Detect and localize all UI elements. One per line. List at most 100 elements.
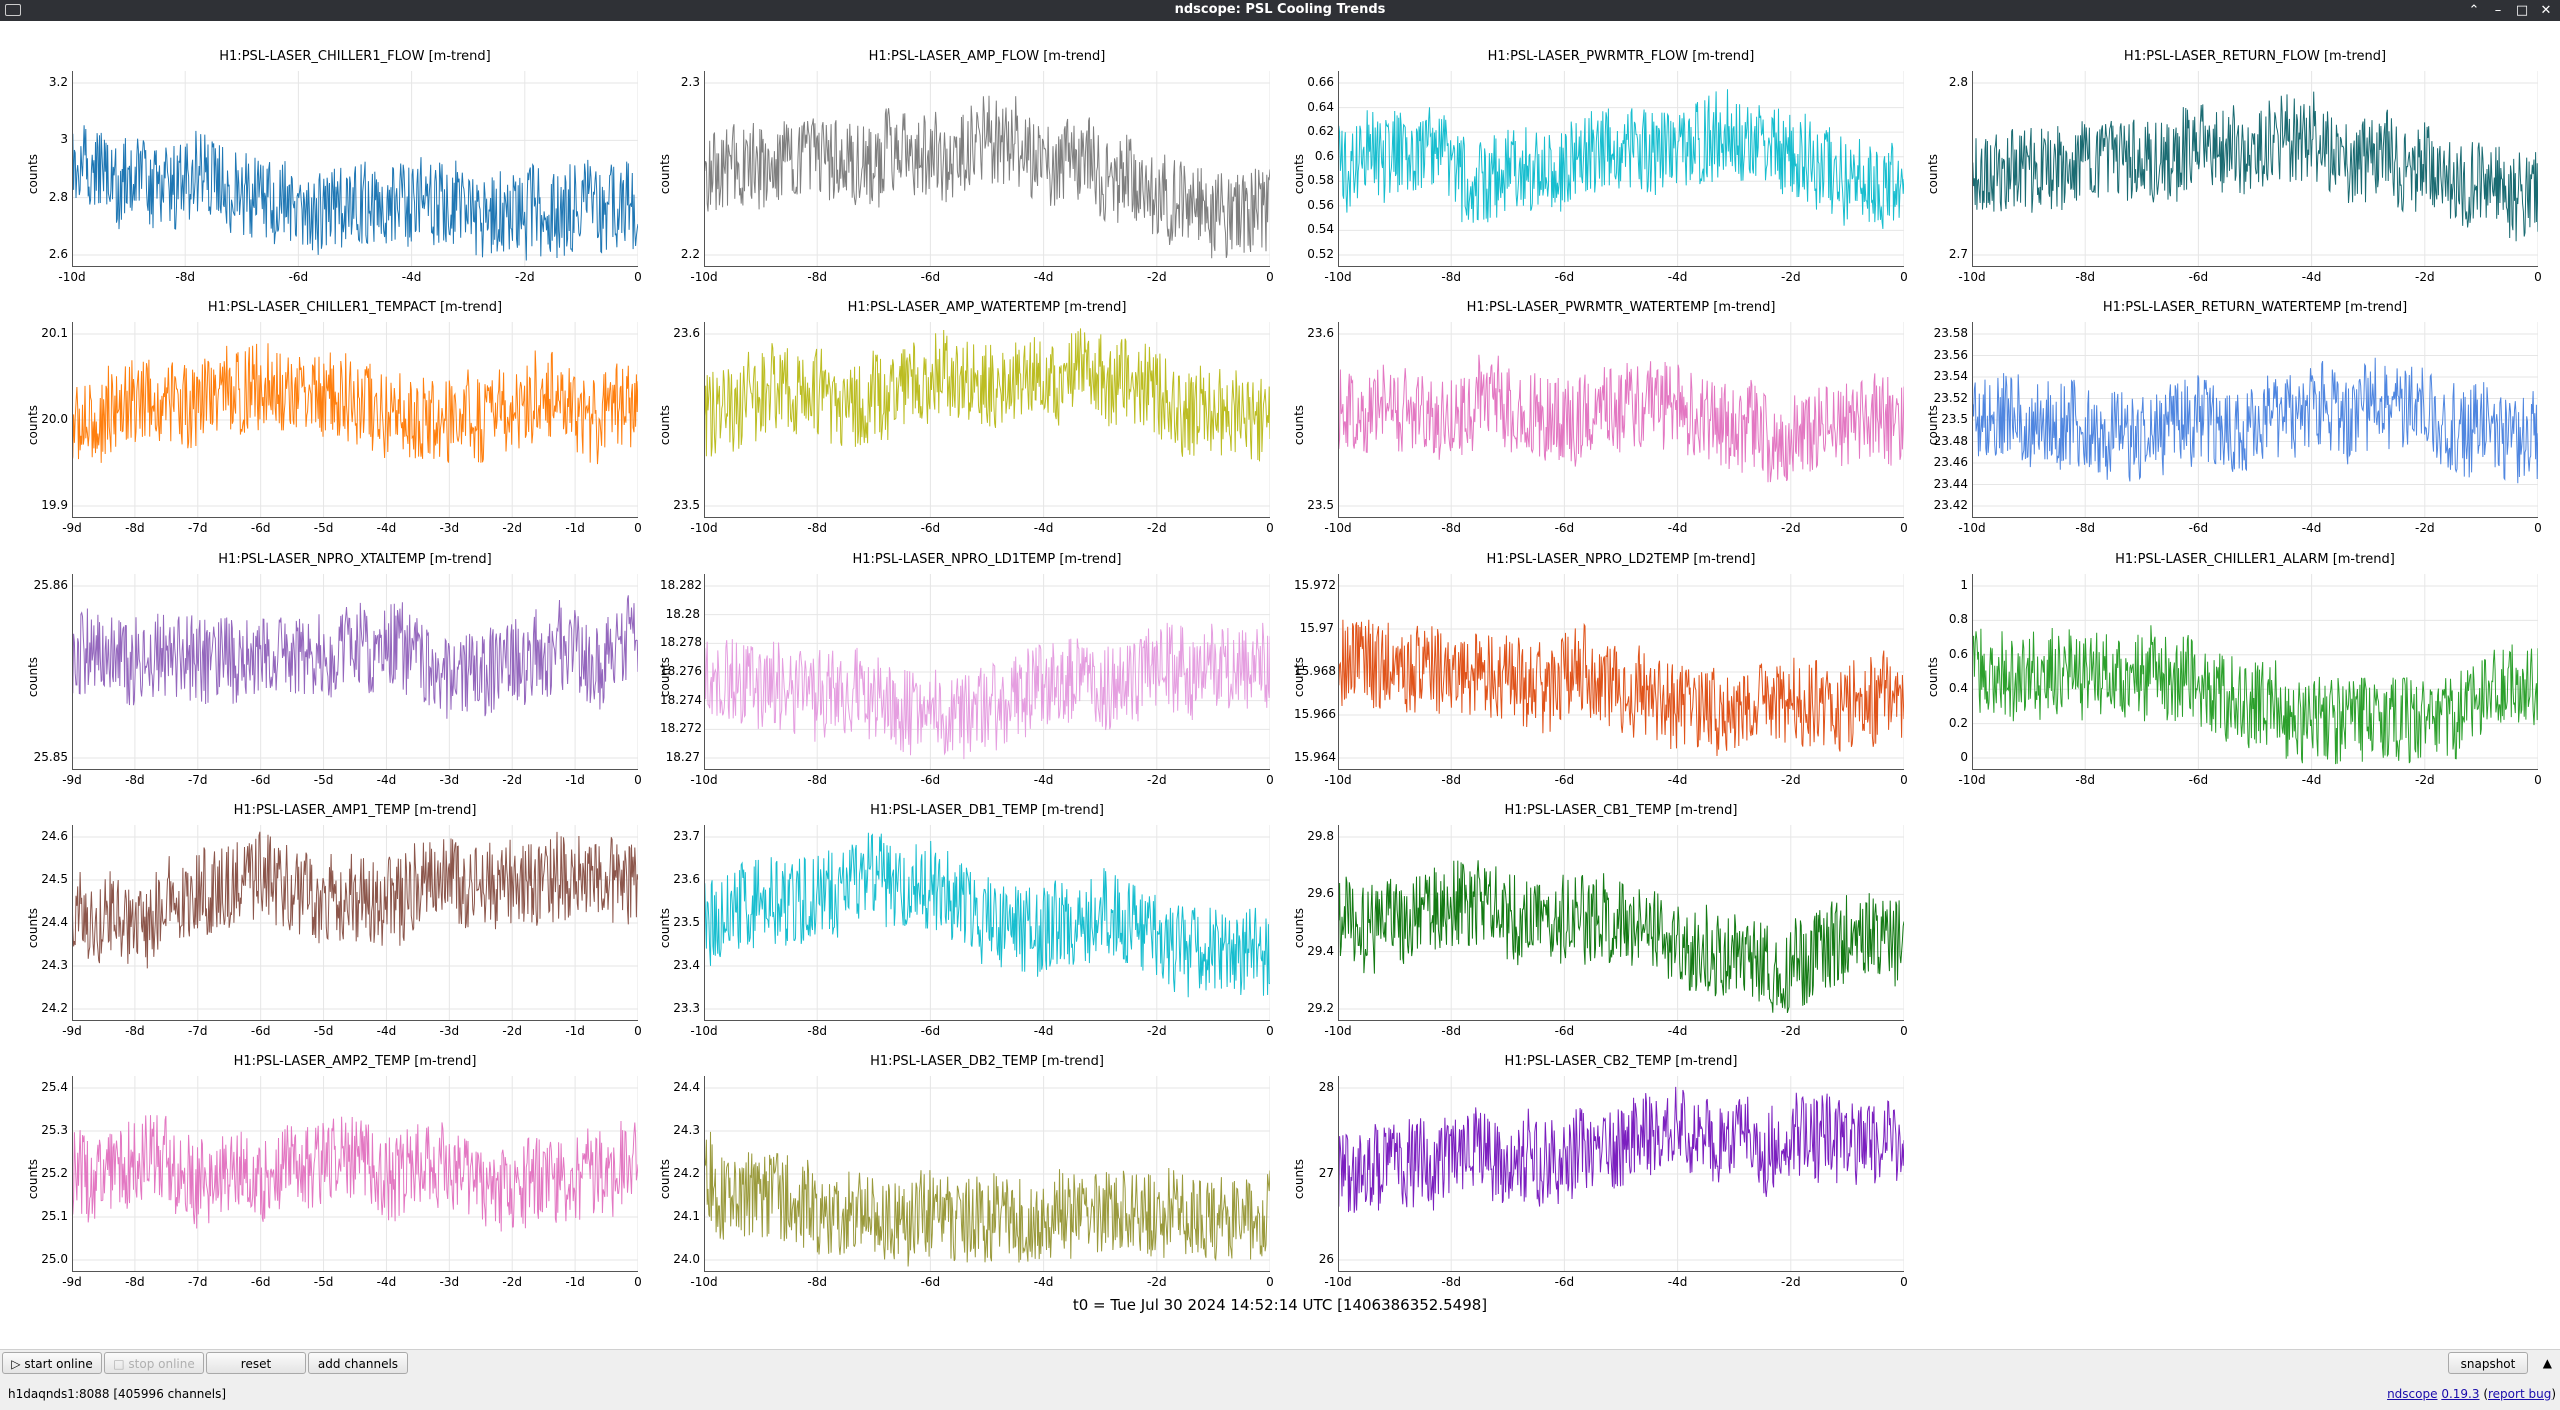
- plot-title: H1:PSL-LASER_AMP1_TEMP [m-trend]: [233, 803, 477, 818]
- trend-plot[interactable]: H1:PSL-LASER_CB2_TEMP [m-trend] counts 28 2…: [1286, 1054, 1908, 1299]
- x-tick-label: -2d: [1147, 270, 1167, 284]
- y-tick-label: 24.2: [673, 1166, 700, 1180]
- x-tick-label: -6d: [1554, 521, 1575, 535]
- trend-plot[interactable]: H1:PSL-LASER_CHILLER1_TEMPACT [m-trend] c…: [20, 300, 642, 545]
- plot-canvas[interactable]: [72, 825, 638, 1021]
- x-tick-label: -8d: [125, 1275, 145, 1289]
- reset-button[interactable]: reset: [206, 1352, 306, 1374]
- plot-canvas[interactable]: [72, 1076, 638, 1272]
- add-channels-button[interactable]: add channels: [308, 1352, 408, 1374]
- x-tick-label: -6d: [920, 1275, 941, 1289]
- trend-plot[interactable]: H1:PSL-LASER_RETURN_FLOW [m-trend] counts…: [1920, 49, 2542, 294]
- trend-plot[interactable]: H1:PSL-LASER_NPRO_LD2TEMP [m-trend] count…: [1286, 552, 1908, 797]
- trend-trace: [72, 831, 638, 969]
- plot-canvas[interactable]: [704, 574, 1270, 770]
- plot-canvas[interactable]: [1338, 574, 1904, 770]
- x-tick-label: -4d: [376, 773, 397, 787]
- trend-trace: [704, 95, 1270, 259]
- trend-plot[interactable]: H1:PSL-LASER_RETURN_WATERTEMP [m-trend] c…: [1920, 300, 2542, 545]
- trend-plot[interactable]: H1:PSL-LASER_NPRO_LD1TEMP [m-trend] count…: [652, 552, 1274, 797]
- x-tick-label: -4d: [1667, 521, 1688, 535]
- plot-title: H1:PSL-LASER_PWRMTR_WATERTEMP [m-trend]: [1466, 300, 1776, 315]
- version-link[interactable]: 0.19.3: [2441, 1387, 2480, 1401]
- chevron-up-icon[interactable]: ⌃: [2468, 2, 2480, 18]
- x-tick-label: -6d: [1554, 1024, 1575, 1038]
- plot-canvas[interactable]: [72, 574, 638, 770]
- collapse-arrow-icon[interactable]: ▲: [2542, 1356, 2552, 1370]
- trend-svg: [1338, 574, 1904, 770]
- trend-plot[interactable]: H1:PSL-LASER_AMP_FLOW [m-trend] counts 2.3…: [652, 49, 1274, 294]
- y-tick-label: 23.4: [673, 958, 700, 972]
- x-tick-label: 0: [1266, 521, 1274, 535]
- stop-online-button[interactable]: □ stop online: [104, 1352, 204, 1374]
- x-tick-label: -4d: [1667, 1024, 1688, 1038]
- x-tick-label: -6d: [250, 521, 271, 535]
- trend-plot[interactable]: H1:PSL-LASER_DB1_TEMP [m-trend] counts 23.…: [652, 803, 1274, 1048]
- y-tick-label: 24.4: [673, 1080, 700, 1094]
- x-tick-label: -2d: [502, 1024, 523, 1038]
- x-tick-label: -2d: [1781, 521, 1801, 535]
- x-tick-label: -8d: [1441, 270, 1461, 284]
- y-tick-label: 0.64: [1307, 99, 1334, 114]
- y-tick-label: 29.2: [1307, 1001, 1334, 1015]
- x-tick-label: -2d: [1781, 773, 1801, 787]
- x-tick-label: -10d: [1958, 270, 1986, 284]
- plot-canvas[interactable]: [704, 322, 1270, 518]
- trend-svg: [704, 1076, 1270, 1272]
- snapshot-button[interactable]: snapshot: [2448, 1352, 2528, 1374]
- x-tick-label: -4d: [1667, 1275, 1688, 1289]
- y-axis-label: counts: [26, 656, 40, 698]
- x-tick-label: -6d: [2188, 773, 2209, 787]
- trend-plot[interactable]: H1:PSL-LASER_DB2_TEMP [m-trend] counts 24.…: [652, 1054, 1274, 1299]
- trend-plot[interactable]: H1:PSL-LASER_PWRMTR_FLOW [m-trend] counts…: [1286, 49, 1908, 294]
- y-tick-label: 0.54: [1307, 222, 1334, 237]
- axis-lines: [1972, 574, 2538, 770]
- x-tick-label: -6d: [250, 1024, 271, 1038]
- maximize-icon[interactable]: □: [2515, 2, 2529, 18]
- plot-canvas[interactable]: [704, 825, 1270, 1021]
- plot-title: H1:PSL-LASER_NPRO_XTALTEMP [m-trend]: [218, 552, 492, 567]
- ndscope-link[interactable]: ndscope: [2387, 1387, 2438, 1401]
- x-tick-label: -10d: [690, 270, 718, 284]
- plot-canvas[interactable]: [72, 71, 638, 267]
- report-bug-link[interactable]: report bug: [2488, 1387, 2552, 1401]
- plot-canvas[interactable]: [72, 322, 638, 518]
- trend-plot[interactable]: H1:PSL-LASER_AMP2_TEMP [m-trend] counts 25…: [20, 1054, 642, 1299]
- plot-canvas[interactable]: [704, 1076, 1270, 1272]
- version-info: ndscope 0.19.3 (report bug): [2387, 1387, 2556, 1401]
- axis-lines: [704, 825, 1270, 1021]
- trend-trace: [72, 595, 638, 719]
- x-tick-label: -4d: [376, 521, 397, 535]
- plot-canvas[interactable]: [1338, 1076, 1904, 1272]
- y-tick-label: 23.46: [1933, 455, 1968, 469]
- start-online-button[interactable]: ▷ start online: [2, 1352, 102, 1374]
- y-tick-label: 24.6: [41, 829, 68, 843]
- plot-grid[interactable]: H1:PSL-LASER_CHILLER1_FLOW [m-trend] coun…: [0, 21, 2560, 1349]
- x-tick-label: -2d: [1147, 521, 1167, 535]
- y-tick-label: 15.972: [1294, 578, 1336, 592]
- x-tick-label: -10d: [1324, 270, 1352, 284]
- plot-canvas[interactable]: [1972, 322, 2538, 518]
- trend-plot[interactable]: H1:PSL-LASER_CB1_TEMP [m-trend] counts 29.…: [1286, 803, 1908, 1048]
- trend-plot[interactable]: H1:PSL-LASER_NPRO_XTALTEMP [m-trend] coun…: [20, 552, 642, 797]
- x-tick-label: -4d: [401, 270, 422, 284]
- x-tick-label: -10d: [58, 270, 86, 284]
- trend-plot[interactable]: H1:PSL-LASER_AMP1_TEMP [m-trend] counts 24…: [20, 803, 642, 1048]
- trend-plot[interactable]: H1:PSL-LASER_CHILLER1_ALARM [m-trend] cou…: [1920, 552, 2542, 797]
- x-tick-label: -4d: [1033, 773, 1054, 787]
- window-title: ndscope: PSL Cooling Trends: [1174, 2, 1386, 17]
- trend-svg: [72, 825, 638, 1021]
- plot-canvas[interactable]: [704, 71, 1270, 267]
- close-icon[interactable]: ✕: [2540, 2, 2552, 18]
- plot-canvas[interactable]: [1338, 825, 1904, 1021]
- trend-plot[interactable]: H1:PSL-LASER_CHILLER1_FLOW [m-trend] coun…: [20, 49, 642, 294]
- plot-canvas[interactable]: [1338, 322, 1904, 518]
- trend-plot[interactable]: H1:PSL-LASER_PWRMTR_WATERTEMP [m-trend] c…: [1286, 300, 1908, 545]
- y-tick-label: 25.3: [41, 1123, 68, 1137]
- minimize-icon[interactable]: –: [2494, 2, 2502, 18]
- plot-canvas[interactable]: [1972, 71, 2538, 267]
- plot-canvas[interactable]: [1972, 574, 2538, 770]
- trend-plot[interactable]: H1:PSL-LASER_AMP_WATERTEMP [m-trend] coun…: [652, 300, 1274, 545]
- plot-canvas[interactable]: [1338, 71, 1904, 267]
- x-tick-label: 0: [634, 521, 642, 535]
